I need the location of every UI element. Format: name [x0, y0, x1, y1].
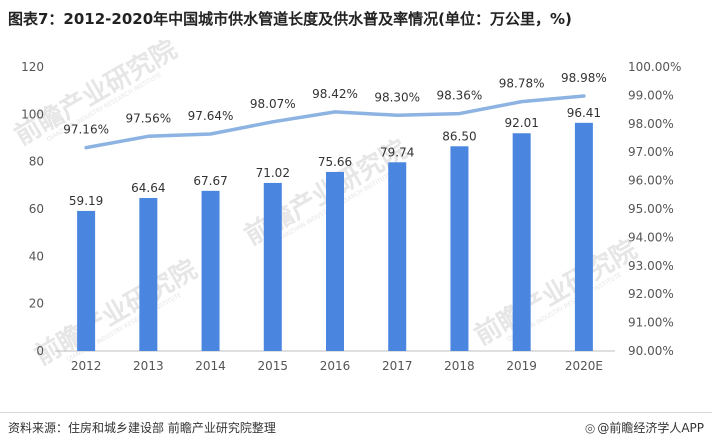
bar-label-2020E: 96.41	[567, 106, 601, 120]
bar-2015	[263, 182, 282, 351]
line-label-2014: 97.64%	[188, 109, 234, 123]
right-tick-90.00%: 90.00%	[628, 344, 674, 358]
bar-series	[77, 122, 593, 351]
line-series	[84, 94, 586, 150]
right-tick-99.00%: 99.00%	[628, 88, 674, 102]
line-label-2020E: 98.98%	[561, 71, 607, 85]
left-tick-100: 100	[21, 107, 44, 121]
chart-title: 图表7：2012-2020年中国城市供水管道长度及供水普及率情况(单位：万公里，…	[8, 10, 572, 28]
bar-label-2017: 79.74	[380, 145, 414, 159]
bar-value-labels: 59.19 64.64 67.67 71.02 75.66 79.74 86.50 92.01…	[69, 106, 601, 208]
line-label-2015: 98.07%	[250, 97, 296, 111]
x-tick-2018: 2018	[444, 359, 475, 373]
bar-label-2013: 64.64	[131, 181, 165, 195]
x-tick-2013: 2013	[133, 359, 164, 373]
right-tick-97.00%: 97.00%	[628, 145, 674, 159]
watermark-text: 前瞻产业研究院	[469, 234, 642, 352]
right-tick-92.00%: 92.00%	[628, 287, 674, 301]
left-tick-20: 20	[29, 297, 44, 311]
brand-text: @前瞻经济学人APP	[597, 421, 704, 435]
penetration-rate-line	[84, 94, 586, 150]
x-tick-2016: 2016	[320, 359, 351, 373]
x-tick-2012: 2012	[71, 359, 102, 373]
line-value-labels: 97.16% 97.56% 97.64% 98.07% 98.42% 98.30% 98.3…	[63, 71, 607, 137]
bar-2016	[326, 171, 344, 351]
right-tick-100.00%: 100.00%	[628, 60, 681, 74]
bar-label-2018: 86.50	[442, 129, 476, 143]
line-label-2017: 98.30%	[374, 90, 420, 104]
bar-2017	[388, 162, 407, 351]
line-label-2019: 98.78%	[499, 77, 545, 91]
right-tick-93.00%: 93.00%	[628, 259, 674, 273]
brand-logo-icon: ◎	[584, 421, 596, 435]
x-tick-2020E: 2020E	[565, 359, 603, 373]
line-label-2018: 98.36%	[437, 89, 483, 103]
bar-label-2012: 59.19	[69, 194, 103, 208]
x-tick-2015: 2015	[258, 359, 289, 373]
source-note: 资料来源：住房和城乡建设部 前瞻产业研究院整理	[8, 421, 276, 435]
bar-2019	[512, 133, 531, 351]
x-tick-2019: 2019	[506, 359, 537, 373]
x-tick-2014: 2014	[195, 359, 226, 373]
right-axis-ticks: 90.00% 91.00% 92.00% 93.00% 94.00% 95.00% 96.0…	[628, 60, 681, 358]
left-tick-60: 60	[29, 202, 44, 216]
bar-label-2016: 75.66	[318, 155, 352, 169]
bar-label-2015: 71.02	[256, 166, 290, 180]
brand-credit: ◎ @前瞻经济学人APP	[585, 419, 704, 436]
x-axis-ticks: 2012 2013 2014 2015 2016 2017 2018 2019 2020E	[71, 359, 603, 373]
right-tick-95.00%: 95.00%	[628, 202, 674, 216]
right-tick-91.00%: 91.00%	[628, 316, 674, 330]
left-tick-0: 0	[36, 344, 44, 358]
right-tick-96.00%: 96.00%	[628, 174, 674, 188]
line-label-2012: 97.16%	[63, 123, 109, 137]
left-tick-40: 40	[29, 249, 44, 263]
x-tick-2017: 2017	[382, 359, 413, 373]
left-axis-ticks: 0 20 40 60 80 100 120	[21, 60, 44, 358]
right-tick-98.00%: 98.00%	[628, 117, 674, 131]
bar-label-2014: 67.67	[193, 174, 227, 188]
right-tick-94.00%: 94.00%	[628, 230, 674, 244]
bar-2018	[450, 146, 469, 351]
left-tick-80: 80	[29, 155, 44, 169]
line-label-2016: 98.42%	[312, 87, 358, 101]
left-tick-120: 120	[21, 60, 44, 74]
line-label-2013: 97.56%	[125, 111, 171, 125]
bar-2012	[77, 210, 96, 351]
bar-2014	[201, 190, 220, 351]
bar-label-2019: 92.01	[504, 116, 538, 130]
footer-divider	[0, 412, 712, 413]
bar-2020E	[574, 122, 593, 351]
bar-2013	[139, 198, 158, 351]
watermark-text: 前瞻产业研究院	[29, 254, 202, 372]
